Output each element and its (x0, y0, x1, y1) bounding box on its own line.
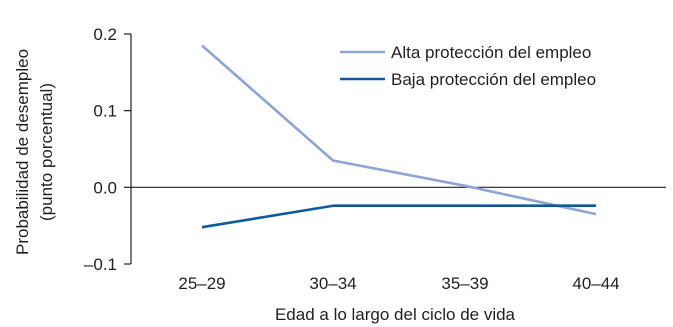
y-tick-label: 0.1 (93, 102, 117, 121)
y-axis: –0.1 0.0 0.1 0.2 (84, 25, 132, 274)
legend-label: Baja protección del empleo (391, 70, 596, 89)
x-tick-label: 25–29 (178, 274, 225, 293)
y-tick-label: 0.2 (93, 25, 117, 44)
series-line-alta (201, 44, 597, 216)
legend: Alta protección del empleo Baja protecció… (340, 43, 596, 89)
y-tick-label: 0.0 (93, 178, 117, 197)
x-tick-label: 40–44 (572, 274, 619, 293)
x-axis-tick-labels: 25–29 30–34 35–39 40–44 (178, 274, 619, 293)
legend-label: Alta protección del empleo (391, 43, 591, 62)
x-tick-label: 30–34 (309, 274, 356, 293)
y-axis-title-line-1: Probabilidad de desempleo (13, 49, 32, 255)
y-axis-title-line-2: (punto porcentual) (37, 83, 56, 221)
x-axis-title: Edad a lo largo del ciclo de vida (275, 305, 516, 324)
series-lines (201, 44, 597, 229)
y-tick-label: –0.1 (84, 255, 117, 274)
series-line-baja (201, 204, 596, 229)
x-tick-label: 35–39 (441, 274, 488, 293)
